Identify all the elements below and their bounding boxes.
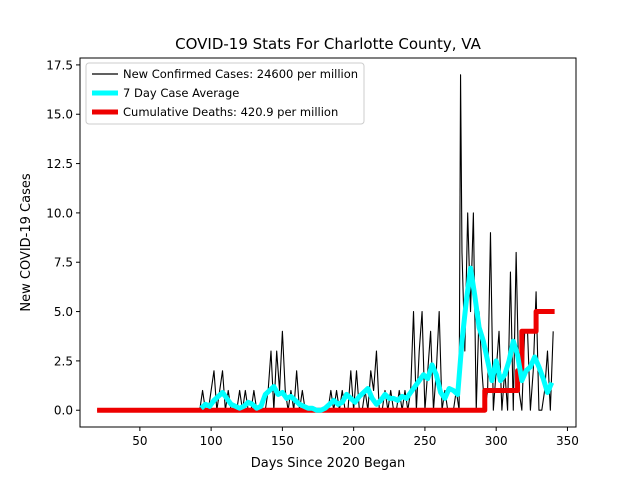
series-layer [97, 74, 555, 413]
plot-frame [79, 57, 577, 428]
y-axis: 0.0 2.5 5.0 7.5 10.0 12.5 15.0 17.5 [46, 58, 80, 418]
legend-label-cases: New Confirmed Cases: 24600 per million [123, 67, 358, 81]
x-tick-label: 350 [556, 434, 579, 448]
y-tick-label: 0.0 [54, 404, 73, 418]
x-tick-label: 200 [342, 434, 365, 448]
x-tick-label: 50 [132, 434, 147, 448]
x-axis: 50 100 150 200 250 300 350 [132, 427, 579, 448]
y-tick-label: 2.5 [54, 354, 73, 368]
series-line-0 [97, 74, 554, 411]
y-tick-label: 15.0 [46, 108, 73, 122]
legend-label-average: 7 Day Case Average [123, 86, 239, 100]
legend: New Confirmed Cases: 24600 per million 7… [85, 62, 365, 125]
legend-box [85, 62, 365, 125]
y-tick-label: 10.0 [46, 206, 73, 220]
x-tick-label: 100 [200, 434, 223, 448]
series-line-1 [199, 265, 555, 413]
y-tick-label: 5.0 [54, 305, 73, 319]
chart-title: COVID-19 Stats For Charlotte County, VA [175, 35, 481, 53]
y-tick-label: 17.5 [46, 58, 73, 72]
y-tick-label: 7.5 [54, 256, 73, 270]
x-tick-label: 150 [271, 434, 294, 448]
y-tick-label: 12.5 [46, 157, 73, 171]
x-axis-label: Days Since 2020 Began [251, 456, 406, 471]
y-axis-label: New COVID-19 Cases [19, 173, 34, 311]
x-tick-label: 300 [485, 434, 508, 448]
legend-label-deaths: Cumulative Deaths: 420.9 per million [123, 105, 338, 119]
x-tick-label: 250 [413, 434, 436, 448]
